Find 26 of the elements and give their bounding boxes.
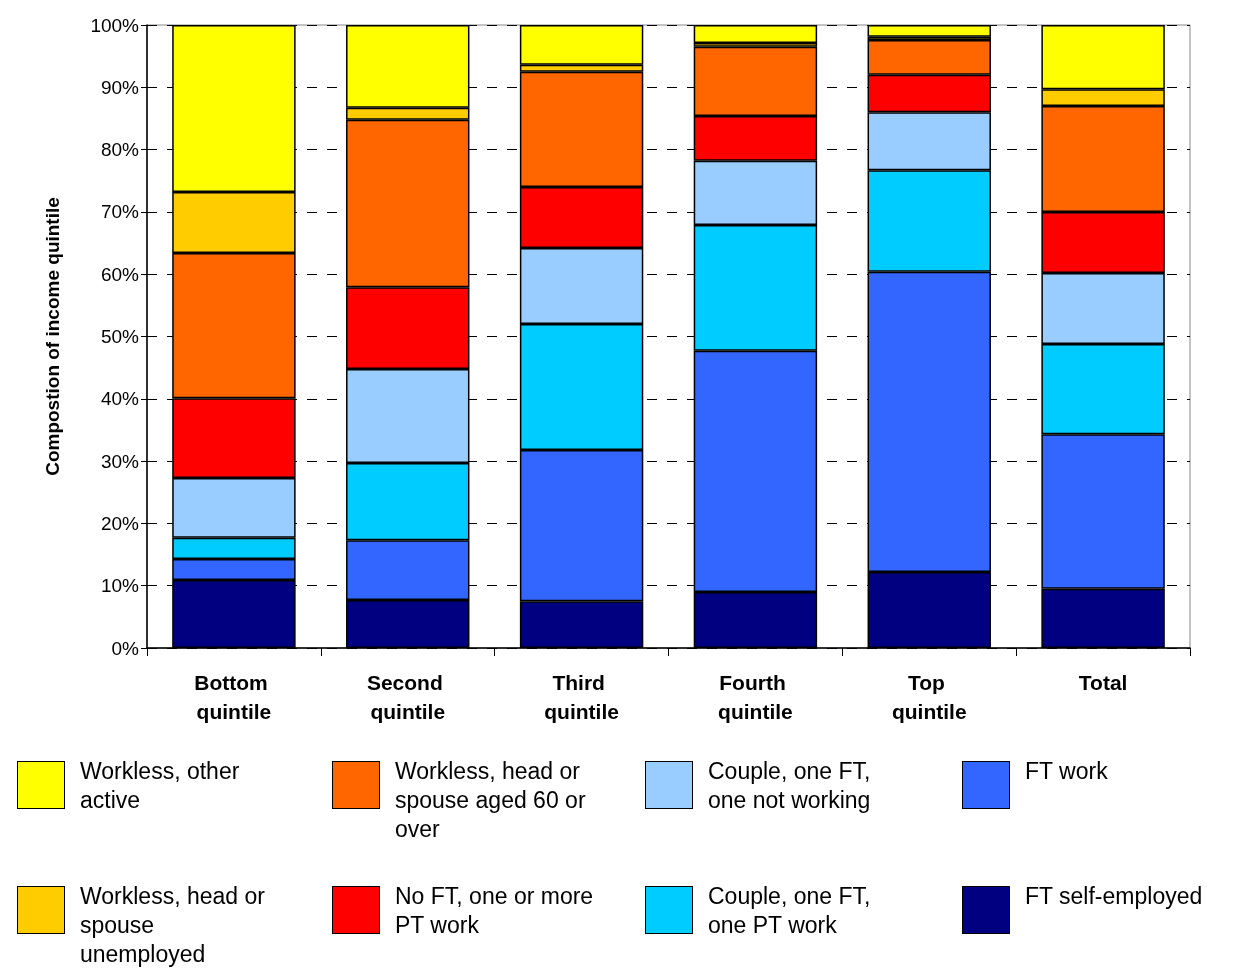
y-axis-title: Compostion of income quintile: [42, 197, 63, 476]
y-tick-label: 10%: [100, 575, 140, 597]
y-tick-label: 50%: [100, 326, 140, 347]
y-tick-label: 30%: [100, 450, 140, 472]
y-tick-label: 60%: [100, 263, 140, 285]
y-tick-label: 20%: [100, 512, 140, 534]
y-tick-label: 0%: [111, 637, 140, 659]
legend-label: Couple, one FT, one not working: [708, 757, 872, 815]
y-tick-label: 80%: [100, 139, 140, 161]
legend-label: No FT, one or more PT work: [395, 882, 595, 940]
x-tick-label: Bottom quintile: [194, 671, 274, 723]
x-tick-label: Total: [1078, 671, 1128, 694]
x-tick-label: Fourth quintile: [718, 671, 793, 723]
legend-label: Couple, one FT, one PT work: [708, 882, 872, 940]
y-tick-label: 40%: [100, 388, 140, 410]
legend-label: Workless, other active: [80, 757, 241, 815]
legend-label: Workless, head or spouse unemployed: [80, 882, 266, 969]
legend-label: Workless, head or spouse aged 60 or over: [395, 757, 587, 844]
legend-label: FT work: [1025, 757, 1109, 786]
x-tick-label: Top quintile: [891, 671, 967, 723]
y-tick-label: 90%: [100, 76, 140, 98]
x-tick-label: Second quintile: [366, 671, 449, 723]
x-tick-label: Third quintile: [544, 671, 619, 723]
y-tick-label: 100%: [90, 14, 140, 36]
legend-label: FT self-employed: [1025, 882, 1204, 911]
y-tick-label: 70%: [100, 201, 140, 223]
